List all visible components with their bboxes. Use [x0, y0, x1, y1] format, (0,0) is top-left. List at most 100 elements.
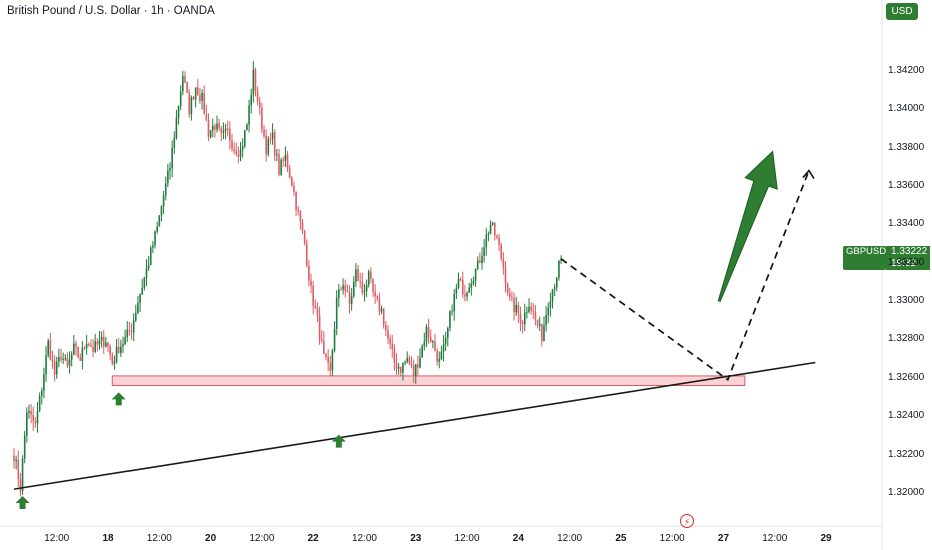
price-tick-label: 1.32600	[888, 371, 925, 383]
candle-body	[417, 364, 419, 368]
candle-body	[162, 195, 165, 207]
candle-body	[167, 170, 169, 184]
candle-body	[327, 357, 329, 363]
lightning-icon[interactable]: ⚡	[680, 514, 694, 528]
candle-body	[506, 283, 509, 294]
candle-body	[139, 294, 141, 303]
candle-body	[526, 311, 528, 313]
candle-body	[303, 231, 306, 244]
time-tick-label: 29	[820, 533, 832, 544]
candle-body	[487, 234, 490, 236]
candle-body	[474, 268, 477, 281]
candle-body	[372, 279, 374, 292]
candle-body	[532, 310, 535, 312]
candle-body	[13, 455, 15, 462]
candle-body	[385, 325, 387, 330]
price-tick-label: 1.32400	[888, 410, 925, 422]
candle-body	[156, 226, 158, 232]
candle-body	[164, 183, 167, 196]
candle-body	[182, 76, 184, 92]
candle-body	[36, 411, 39, 424]
candle-body	[494, 222, 496, 236]
candle-body	[64, 358, 67, 360]
candle-body	[26, 412, 28, 436]
candle-body	[226, 128, 229, 130]
candle-body	[419, 357, 421, 368]
candle-body	[98, 340, 101, 345]
candle-body	[124, 337, 126, 345]
candle-body	[92, 346, 94, 352]
candle-body	[273, 132, 276, 156]
candle-body	[340, 289, 342, 291]
candle-body	[293, 185, 295, 193]
candle-body	[149, 247, 152, 265]
candle-body	[177, 106, 180, 118]
candle-body	[192, 97, 195, 100]
price-tick-label: 1.33400	[888, 218, 925, 230]
candle-body	[365, 285, 368, 292]
candle-body	[408, 357, 411, 364]
candle-body	[96, 341, 99, 345]
candle-body	[81, 347, 84, 361]
candle-body	[175, 117, 178, 139]
candle-body	[77, 346, 79, 358]
candle-body	[179, 91, 182, 107]
candle-body	[47, 340, 49, 356]
candle-body	[508, 293, 511, 297]
candle-body	[68, 359, 71, 366]
candle-body	[38, 395, 41, 412]
time-tick-label: 24	[512, 533, 524, 544]
candle-body	[350, 296, 353, 305]
time-tick-label: 12:00	[659, 533, 685, 544]
candle-body	[141, 287, 144, 295]
candle-body	[100, 336, 103, 341]
candle-body	[94, 341, 97, 352]
candle-body	[233, 149, 235, 151]
candle-body	[432, 341, 434, 343]
candle-body	[194, 87, 197, 100]
candle-body	[160, 206, 163, 216]
candle-body	[30, 410, 32, 415]
last-price-label: 1.33222 19:32	[886, 246, 930, 270]
candle-body	[481, 256, 483, 263]
time-tick-label: 12:00	[249, 533, 275, 544]
price-tick-label: 1.33200	[888, 256, 925, 268]
candle-body	[252, 69, 255, 95]
candle-body	[382, 308, 385, 326]
candle-body	[543, 325, 545, 342]
currency-button[interactable]: USD	[886, 3, 918, 20]
candle-body	[58, 357, 60, 362]
candle-body	[414, 364, 417, 376]
time-tick-label: 18	[102, 533, 114, 544]
candle-body	[320, 339, 323, 341]
candle-body	[90, 345, 92, 347]
trendline	[13, 361, 816, 490]
price-tick-label: 1.33000	[888, 295, 925, 307]
projection-path	[560, 170, 810, 382]
candle-body	[389, 338, 391, 344]
candle-body	[380, 308, 383, 312]
candle-body	[348, 292, 351, 305]
candle-body	[205, 114, 208, 120]
candle-body	[551, 289, 554, 302]
candle-body	[220, 128, 223, 133]
candle-body	[312, 285, 314, 307]
candle-body	[472, 280, 475, 284]
candle-body	[399, 367, 402, 373]
candle-body	[246, 124, 248, 131]
candle-body	[451, 311, 453, 313]
candle-body	[536, 319, 539, 326]
candle-body	[519, 313, 522, 323]
time-tick-label: 22	[307, 533, 319, 544]
candle-body	[286, 154, 289, 169]
candle-body	[553, 287, 556, 290]
candle-body	[105, 342, 107, 347]
time-tick-label: 12:00	[44, 533, 70, 544]
candle-body	[425, 326, 428, 343]
candle-body	[342, 285, 344, 290]
candle-body	[171, 147, 173, 169]
candle-body	[102, 336, 105, 347]
candle-body	[338, 289, 340, 299]
candle-body	[269, 138, 272, 140]
